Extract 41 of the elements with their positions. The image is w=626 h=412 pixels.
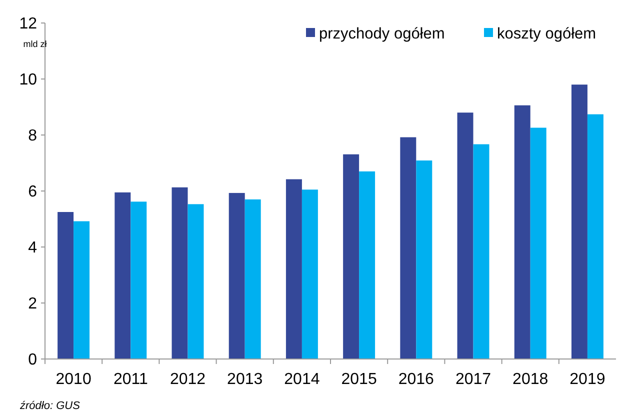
text: źródło: GUS	[19, 400, 81, 412]
bar	[244, 199, 261, 359]
legend-label: koszty ogółem	[497, 25, 596, 42]
bar	[571, 84, 588, 359]
bar	[530, 128, 546, 359]
x-tick-label: 2016	[398, 371, 434, 388]
bar	[114, 192, 131, 359]
x-tick-label: 2015	[341, 371, 377, 388]
bar	[359, 171, 376, 359]
y-tick-label: 6	[28, 184, 38, 201]
y-tick-label: 10	[19, 72, 38, 89]
bar	[302, 190, 318, 359]
x-tick-label: 2019	[570, 371, 606, 388]
y-tick-label: 4	[28, 240, 38, 257]
y-tick-label: 2	[28, 296, 38, 313]
bar	[74, 221, 90, 359]
bar	[343, 154, 360, 359]
y-tick-label: 12	[19, 16, 38, 33]
bar	[400, 137, 416, 359]
legend-label: przychody ogółem	[319, 25, 445, 42]
bar	[58, 212, 74, 359]
bar	[514, 105, 530, 359]
bar	[286, 179, 302, 359]
bar	[473, 144, 490, 359]
bar	[587, 114, 604, 359]
x-tick-label: 2017	[455, 371, 492, 388]
x-tick-label: 2014	[284, 371, 320, 388]
bar	[130, 202, 147, 359]
bar	[457, 112, 474, 359]
x-tick-label: 2018	[512, 371, 548, 388]
x-tick-label: 2012	[170, 371, 206, 388]
y-tick-label: 0	[28, 352, 38, 369]
bar	[172, 187, 188, 359]
bar	[188, 204, 204, 359]
x-tick-label: 2013	[227, 371, 263, 388]
x-tick-label: 2011	[113, 371, 148, 388]
x-tick-label: 2010	[56, 371, 92, 388]
y-axis-title: mld zł	[23, 39, 47, 49]
bar	[416, 160, 432, 359]
y-tick-label: 8	[28, 128, 38, 145]
bar	[228, 192, 245, 359]
